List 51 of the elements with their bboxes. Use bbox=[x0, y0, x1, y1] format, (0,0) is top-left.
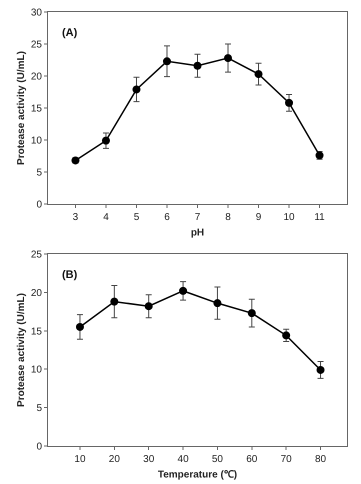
point bbox=[110, 298, 118, 306]
x-tick-label: 70 bbox=[280, 454, 292, 465]
x-tick-label: 3 bbox=[72, 212, 79, 223]
y-axis-title: Protease activity (U/mL) bbox=[16, 293, 27, 407]
point bbox=[254, 70, 263, 78]
y-tick-label: 30 bbox=[30, 8, 42, 18]
y-tick-label: 15 bbox=[30, 326, 42, 338]
point bbox=[316, 366, 325, 374]
point bbox=[102, 136, 110, 145]
point bbox=[213, 299, 222, 308]
point bbox=[144, 302, 153, 310]
y-tick-label: 25 bbox=[30, 250, 42, 260]
x-tick-label: 60 bbox=[246, 454, 258, 465]
point bbox=[285, 98, 294, 107]
y-tick-label: 25 bbox=[30, 40, 42, 50]
annotation: (B) bbox=[62, 269, 78, 281]
x-tick-label: 10 bbox=[283, 212, 296, 223]
point bbox=[76, 322, 84, 331]
point bbox=[194, 62, 202, 70]
x-tick-label: 9 bbox=[256, 212, 262, 223]
y-tick-label: 15 bbox=[30, 104, 42, 114]
x-tick-label: 30 bbox=[143, 454, 155, 465]
y-tick-label: 5 bbox=[36, 403, 42, 414]
x-tick-label: 7 bbox=[194, 212, 201, 223]
x-tick-label: 20 bbox=[108, 454, 120, 465]
x-tick-label: 10 bbox=[74, 454, 86, 465]
point bbox=[224, 54, 232, 62]
x-tick-label: 80 bbox=[314, 454, 327, 465]
point bbox=[179, 286, 188, 295]
annotation: (A) bbox=[62, 27, 78, 39]
x-tick-label: 50 bbox=[212, 454, 224, 465]
y-tick-label: 20 bbox=[30, 288, 42, 299]
y-tick-label: 20 bbox=[30, 72, 42, 82]
point bbox=[162, 57, 171, 66]
point bbox=[282, 331, 290, 340]
x-axis-title: pH bbox=[190, 228, 204, 238]
x-tick-label: 4 bbox=[103, 212, 110, 223]
y-tick-label: 10 bbox=[30, 136, 42, 146]
x-tick-label: 8 bbox=[225, 212, 232, 223]
y-tick-label: 0 bbox=[36, 442, 42, 452]
y-tick-label: 0 bbox=[36, 200, 42, 210]
y-tick-label: 5 bbox=[36, 168, 42, 178]
x-tick-label: 40 bbox=[178, 454, 190, 465]
point bbox=[248, 309, 256, 318]
y-axis-title: Protease activity (U/mL) bbox=[16, 51, 27, 165]
x-tick-label: 6 bbox=[164, 212, 170, 223]
x-tick-label: 5 bbox=[134, 212, 140, 223]
x-tick-label: 11 bbox=[314, 212, 326, 223]
y-tick-label: 10 bbox=[30, 364, 42, 376]
point bbox=[132, 85, 140, 94]
x-axis-title: Temperature (℃) bbox=[158, 470, 238, 480]
